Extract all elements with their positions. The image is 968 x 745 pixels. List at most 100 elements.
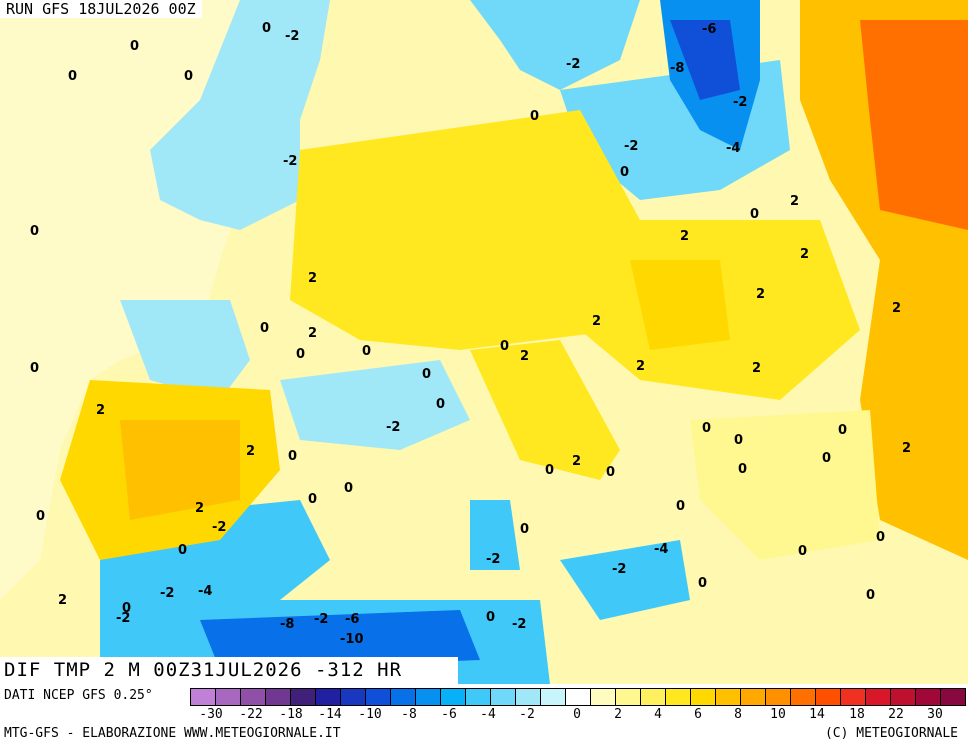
cold-zone-baltic-core <box>670 20 740 100</box>
credit-left: MTG-GFS - ELABORAZIONE WWW.METEOGIORNALE… <box>4 726 341 741</box>
legend-swatch <box>716 689 741 705</box>
legend-tick-label: 0 <box>573 707 581 722</box>
contour-label: 2 <box>308 326 317 341</box>
legend-swatch <box>366 689 391 705</box>
legend-swatch <box>391 689 416 705</box>
legend-swatch <box>666 689 691 705</box>
legend-tick-label: 14 <box>809 707 825 722</box>
contour-label: -10 <box>340 632 364 647</box>
contour-label: 0 <box>750 207 759 222</box>
warm-zone-iberia-core <box>120 420 240 520</box>
contour-label: 0 <box>362 344 371 359</box>
contour-label: 0 <box>500 339 509 354</box>
contour-label: 2 <box>195 501 204 516</box>
contour-label: -2 <box>212 520 226 535</box>
contour-label: 0 <box>520 522 529 537</box>
contour-label: 0 <box>30 361 39 376</box>
contour-label: 0 <box>698 576 707 591</box>
contour-label: -2 <box>314 612 328 627</box>
legend-swatch <box>616 689 641 705</box>
contour-label: -2 <box>116 611 130 626</box>
legend-swatch <box>466 689 491 705</box>
warm-zone-italy <box>470 340 620 480</box>
legend-swatch <box>816 689 841 705</box>
contour-label: -6 <box>702 22 716 37</box>
contour-label: 2 <box>636 359 645 374</box>
cold-zone-biscay <box>120 300 250 400</box>
legend-swatch <box>291 689 316 705</box>
contour-label: 0 <box>738 462 747 477</box>
footer: DATI NCEP GFS 0.25° -30 -22 -18 -14 -10 -8 -6-… <box>0 684 968 745</box>
legend-tick-label: -14 <box>318 707 342 722</box>
legend-swatch <box>941 689 965 705</box>
contour-label: 2 <box>800 247 809 262</box>
temperature-anomaly-map: 0 0 0 0 0 0 -2 -2 -2 -6 -8 -2 -2 -4 2 2 … <box>0 0 968 684</box>
legend-tick-label: 2 <box>614 707 622 722</box>
contour-label: 0 <box>798 544 807 559</box>
contour-label: 0 <box>262 21 271 36</box>
legend-tick-label: -8 <box>401 707 417 722</box>
warm-zone-russia-hot <box>860 20 968 230</box>
legend-swatch <box>866 689 891 705</box>
contour-label: 2 <box>592 314 601 329</box>
legend-swatch <box>416 689 441 705</box>
legend-tick-label: 22 <box>888 707 904 722</box>
contour-label: 0 <box>822 451 831 466</box>
contour-label: -4 <box>654 542 668 557</box>
contour-label: -2 <box>160 586 174 601</box>
data-source: DATI NCEP GFS 0.25° <box>4 688 153 703</box>
contour-label: -4 <box>726 141 740 156</box>
contour-label: -2 <box>612 562 626 577</box>
legend-swatch <box>891 689 916 705</box>
warm-zone-greece <box>690 410 880 560</box>
contour-label: 2 <box>680 229 689 244</box>
contour-label: -2 <box>566 57 580 72</box>
contour-label: 0 <box>296 347 305 362</box>
contour-label: -2 <box>283 154 297 169</box>
contour-label: 0 <box>68 69 77 84</box>
contour-label: 0 <box>184 69 193 84</box>
legend-tick-label: -18 <box>279 707 303 722</box>
legend-tick-label: -4 <box>480 707 496 722</box>
contour-label: 0 <box>702 421 711 436</box>
legend-tick-label: -2 <box>519 707 535 722</box>
contour-label: 0 <box>876 530 885 545</box>
legend-tick-label: -22 <box>239 707 263 722</box>
warm-zone-france-germany <box>290 110 640 350</box>
contour-labels: 0 0 0 0 0 0 -2 -2 -2 -6 -8 -2 -2 -4 2 2 … <box>30 21 911 647</box>
legend-tick-label: 8 <box>734 707 742 722</box>
legend-swatch <box>591 689 616 705</box>
contour-label: 2 <box>308 271 317 286</box>
contour-label: 0 <box>288 449 297 464</box>
contour-label: 2 <box>96 403 105 418</box>
legend-tick-label: -10 <box>358 707 382 722</box>
contour-label: 0 <box>130 39 139 54</box>
contour-label: 0 <box>178 543 187 558</box>
map-title: DIF TMP 2 M 00Z31JUL2026 -312 HR <box>0 657 458 684</box>
legend-swatch <box>516 689 541 705</box>
contour-label: 0 <box>676 499 685 514</box>
contour-label: 2 <box>246 444 255 459</box>
contour-label: 0 <box>866 588 875 603</box>
contour-label: 0 <box>436 397 445 412</box>
legend-swatch <box>841 689 866 705</box>
contour-label: 0 <box>308 492 317 507</box>
legend-tick-label: -30 <box>199 707 223 722</box>
contour-label: -2 <box>285 29 299 44</box>
contour-label: -8 <box>670 61 684 76</box>
legend-swatch <box>916 689 941 705</box>
legend-swatch <box>191 689 216 705</box>
legend-swatch <box>791 689 816 705</box>
legend-swatch <box>316 689 341 705</box>
legend-swatch <box>691 689 716 705</box>
cold-zone-gulf-lion <box>280 360 470 450</box>
warm-zone-hungary <box>630 260 730 350</box>
contour-label: -2 <box>624 139 638 154</box>
contour-label: 0 <box>620 165 629 180</box>
legend-swatch <box>641 689 666 705</box>
legend-tick-label: 4 <box>654 707 662 722</box>
legend-tick-label: 6 <box>694 707 702 722</box>
contour-label: 2 <box>572 454 581 469</box>
contour-label: 0 <box>344 481 353 496</box>
legend-tick-label: -6 <box>441 707 457 722</box>
